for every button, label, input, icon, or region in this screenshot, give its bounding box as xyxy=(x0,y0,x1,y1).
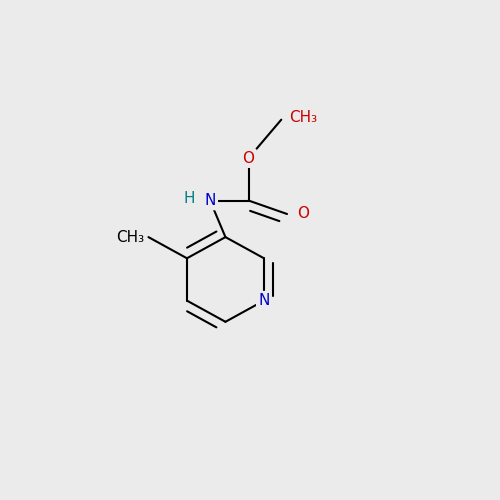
Text: N: N xyxy=(204,193,216,208)
Text: CH₃: CH₃ xyxy=(116,230,144,244)
Text: O: O xyxy=(242,150,254,166)
Text: O: O xyxy=(296,206,308,222)
Text: N: N xyxy=(258,293,270,308)
Text: H: H xyxy=(183,191,194,206)
Text: CH₃: CH₃ xyxy=(289,110,317,125)
